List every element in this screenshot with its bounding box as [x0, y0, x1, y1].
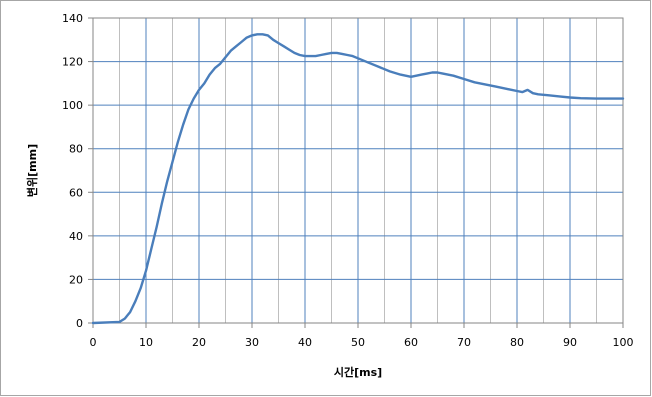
- x-tick-label: 20: [192, 336, 206, 349]
- y-tick-label: 0: [76, 317, 83, 330]
- y-axis-ticks: 0 20 40 60 80 100 120 140: [62, 12, 93, 330]
- x-tick-label: 50: [351, 336, 365, 349]
- displacement-series-line: [91, 33, 625, 325]
- x-tick-label: 10: [139, 336, 153, 349]
- x-tick-label: 60: [404, 336, 418, 349]
- y-tick-label: 120: [62, 56, 83, 69]
- y-tick-label: 100: [62, 99, 83, 112]
- x-tick-label: 30: [245, 336, 259, 349]
- y-tick-label: 80: [69, 143, 83, 156]
- y-tick-label: 140: [62, 12, 83, 25]
- x-tick-label: 40: [298, 336, 312, 349]
- x-tick-label: 70: [457, 336, 471, 349]
- y-axis-title: 변위[mm]: [25, 144, 39, 197]
- x-tick-label: 100: [613, 336, 634, 349]
- x-axis-ticks: 0 10 20 30 40 50 60 70 80 90 100: [90, 323, 634, 349]
- minor-gridlines: [119, 18, 597, 323]
- y-tick-label: 40: [69, 230, 83, 243]
- y-tick-label: 20: [69, 273, 83, 286]
- x-tick-label: 0: [90, 336, 97, 349]
- y-tick-label: 60: [69, 186, 83, 199]
- x-tick-label: 90: [563, 336, 577, 349]
- x-tick-label: 80: [510, 336, 524, 349]
- x-axis-title: 시간[ms]: [334, 365, 382, 379]
